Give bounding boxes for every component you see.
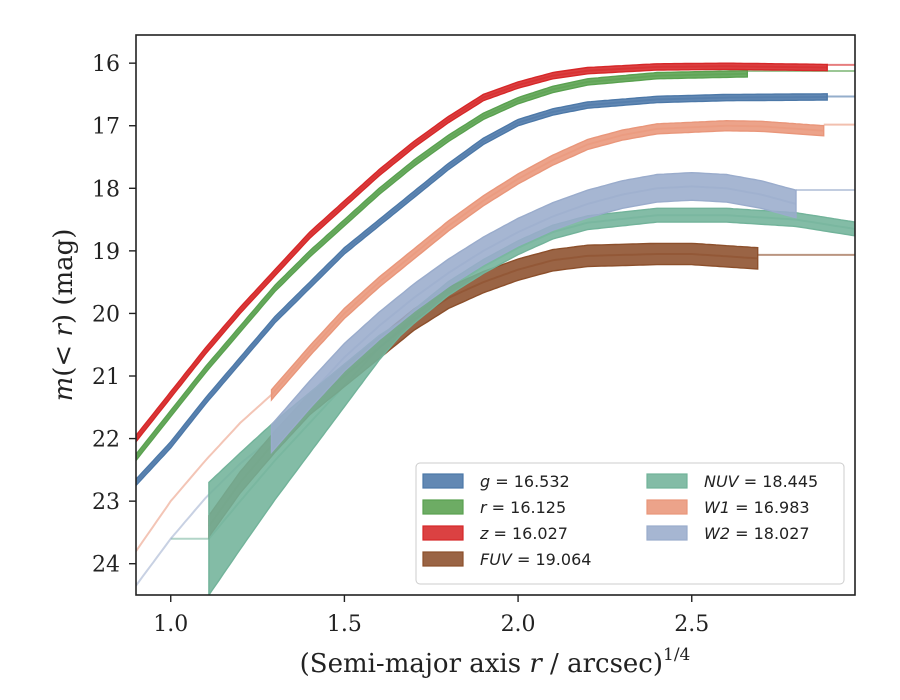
plot-frame xyxy=(135,34,856,596)
legend: g = 16.532 r = 16.125 z = 16.027 FUV = 19.0… xyxy=(415,462,845,585)
y-tick-label: 21 xyxy=(92,365,120,390)
series-z-band xyxy=(136,62,828,443)
legend-label-W2: W2 = 18.027 xyxy=(704,524,810,543)
y-axis-label-post: ) (mag) xyxy=(49,229,79,325)
legend-swatch-g xyxy=(422,473,464,489)
y-tick-label: 20 xyxy=(92,302,120,327)
legend-label-z: z = 16.027 xyxy=(479,524,568,543)
y-axis-label-mid: (< xyxy=(49,337,79,377)
x-tick-label: 1.5 xyxy=(327,612,362,637)
x-axis: 1.0 1.5 2.0 2.5 xyxy=(153,595,709,637)
x-axis-label-pre: (Semi-major axis xyxy=(300,649,530,679)
x-tick-label: 2.5 xyxy=(674,612,709,637)
legend-label-NUV: NUV = 18.445 xyxy=(704,472,818,491)
legend-swatch-W2 xyxy=(646,525,688,541)
x-tick-label: 1.0 xyxy=(153,612,188,637)
y-tick-label: 19 xyxy=(92,240,120,265)
y-tick-label: 24 xyxy=(92,553,120,578)
x-axis-label-sup: 1/4 xyxy=(663,645,690,665)
x-axis-label-var: r xyxy=(529,649,543,679)
y-axis: 16 17 18 19 20 21 22 23 24 xyxy=(92,52,136,578)
legend-label-FUV: FUV = 19.064 xyxy=(480,550,591,569)
y-tick-label: 17 xyxy=(92,115,120,140)
legend-swatch-NUV xyxy=(646,473,688,489)
legend-label-g: g = 16.532 xyxy=(480,472,570,491)
series-g-band xyxy=(136,93,828,487)
y-axis-label: m(< r) (mag) xyxy=(49,229,79,402)
legend-label-r: r = 16.125 xyxy=(480,498,566,517)
legend-frame xyxy=(415,462,845,585)
series-W1-band xyxy=(270,119,825,402)
y-tick-label: 16 xyxy=(92,52,120,77)
y-tick-label: 18 xyxy=(92,177,120,202)
series-r-band xyxy=(136,70,748,462)
legend-swatch-W1 xyxy=(646,499,688,515)
y-tick-label: 23 xyxy=(92,490,120,515)
series-W2-band xyxy=(270,171,797,455)
legend-label-W1: W1 = 16.983 xyxy=(704,498,810,517)
x-tick-label: 2.0 xyxy=(501,612,536,637)
x-axis-label-post: / arcsec) xyxy=(542,649,663,679)
y-tick-label: 22 xyxy=(92,428,120,453)
plot-area xyxy=(135,34,856,596)
legend-swatch-FUV xyxy=(422,551,464,567)
x-axis-label: (Semi-major axis r / arcsec)1/4 xyxy=(300,645,691,679)
y-axis-label-var2: r xyxy=(49,323,79,337)
legend-swatch-r xyxy=(422,499,464,515)
y-axis-label-var: m xyxy=(49,377,79,402)
legend-swatch-z xyxy=(422,525,464,541)
